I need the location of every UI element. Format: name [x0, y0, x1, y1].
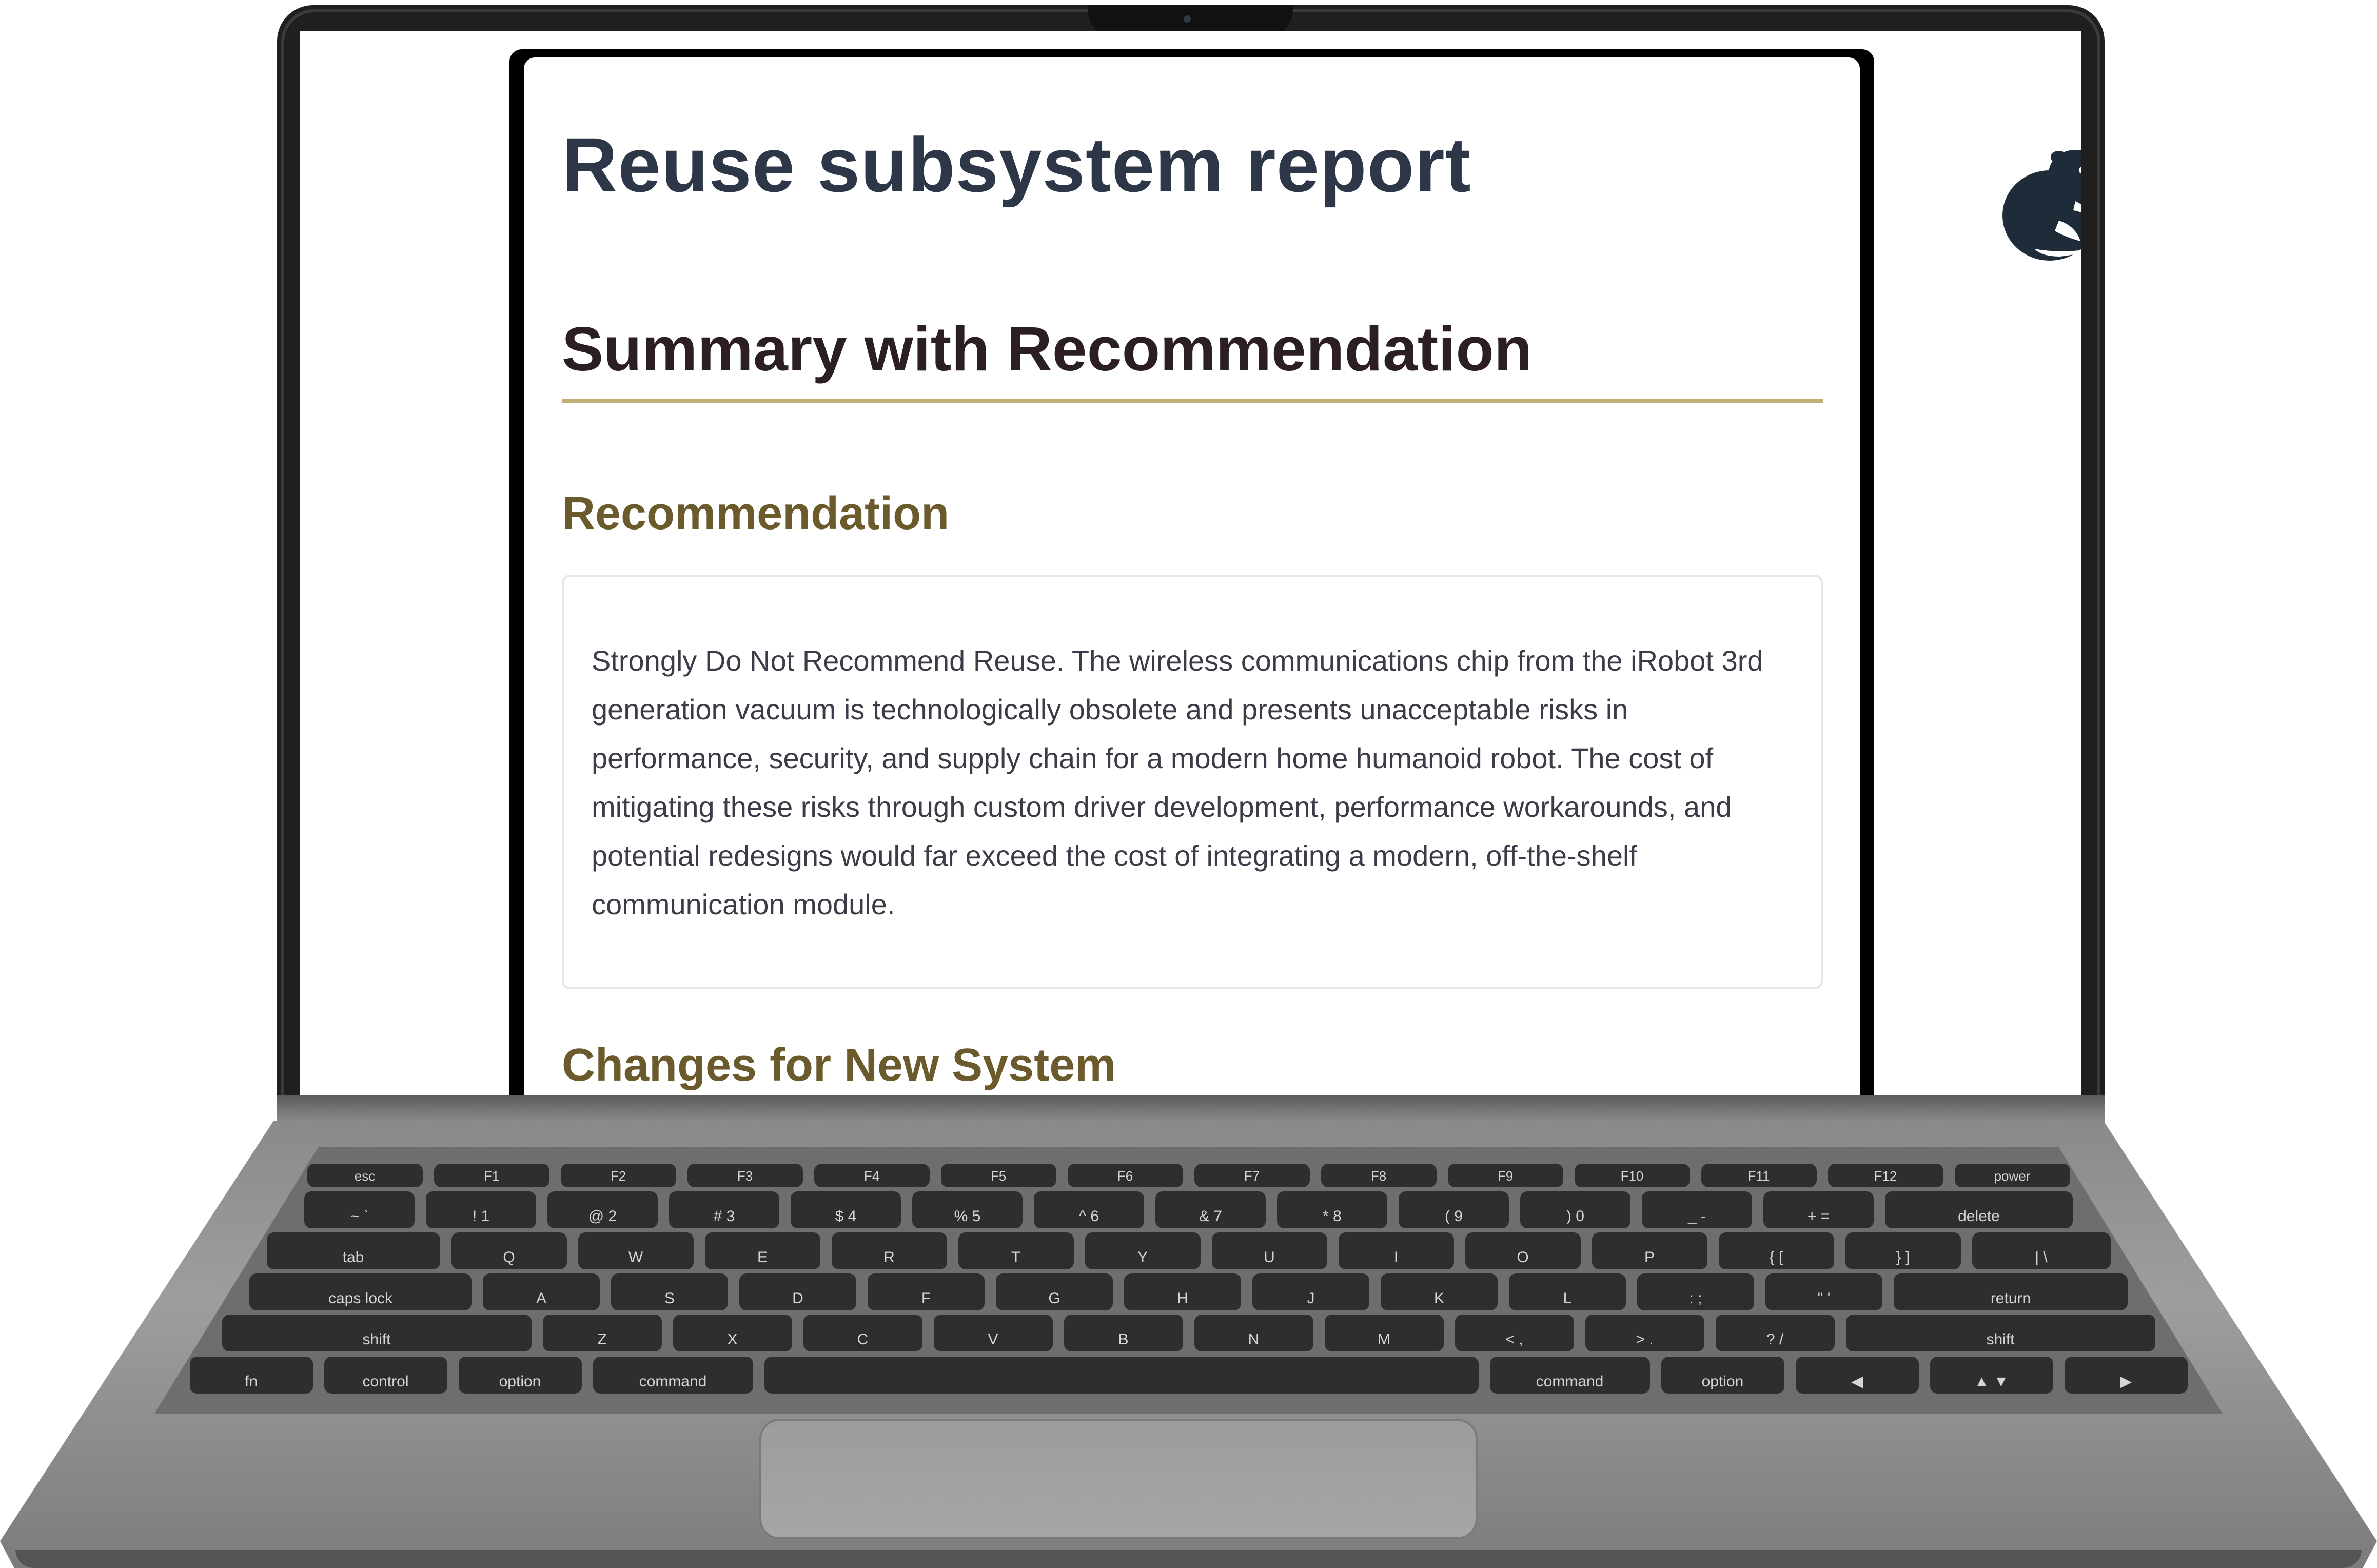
key-option[interactable]: option [1661, 1357, 1784, 1394]
beaver-logo-icon [1998, 144, 2081, 262]
key-f4[interactable]: F4 [814, 1164, 930, 1187]
key-f10[interactable]: F10 [1575, 1164, 1690, 1187]
key-0[interactable]: ) 0 [1520, 1191, 1630, 1228]
key-delete[interactable]: delete [1885, 1191, 2073, 1228]
key-t[interactable]: T [958, 1232, 1074, 1269]
keyboard-row: fn control option command command option ◀ ▲ ▼ ▶ [0, 1357, 2377, 1394]
key-f[interactable]: F [868, 1273, 985, 1310]
section-divider [562, 399, 1823, 403]
trackpad[interactable] [759, 1419, 1478, 1539]
key-3[interactable]: # 3 [669, 1191, 779, 1228]
page-title: Reuse subsystem report [562, 121, 1471, 209]
key-b[interactable]: B [1064, 1315, 1183, 1351]
key-8[interactable]: * 8 [1277, 1191, 1387, 1228]
keyboard-row: ~ ` ! 1 @ 2 # 3 $ 4 % 5 ^ 6 & 7 * 8 ( 9 ) 0 _ - + = d… [0, 1191, 2377, 1228]
key-u[interactable]: U [1212, 1232, 1327, 1269]
key-symbol[interactable]: > . [1585, 1315, 1704, 1351]
keyboard-row: tab Q W E R T Y U I O P { [ } ] | \ [0, 1232, 2377, 1269]
key-i[interactable]: I [1339, 1232, 1454, 1269]
key-symbol[interactable]: } ] [1845, 1232, 1961, 1269]
key-o[interactable]: O [1465, 1232, 1581, 1269]
base-edge [15, 1550, 2362, 1568]
key-symbol[interactable]: + = [1763, 1191, 1874, 1228]
key-symbol[interactable]: ▶ [2065, 1357, 2188, 1394]
key-symbol[interactable]: { [ [1719, 1232, 1834, 1269]
key-space[interactable] [764, 1357, 1479, 1394]
key-f9[interactable]: F9 [1448, 1164, 1563, 1187]
laptop-screen: Reuse subsystem report Summary with Reco… [300, 31, 2081, 1098]
key-y[interactable]: Y [1085, 1232, 1201, 1269]
key-c[interactable]: C [803, 1315, 922, 1351]
key-p[interactable]: P [1592, 1232, 1707, 1269]
key-m[interactable]: M [1325, 1315, 1444, 1351]
key-5[interactable]: % 5 [912, 1191, 1023, 1228]
key-d[interactable]: D [739, 1273, 856, 1310]
recommendation-text: Strongly Do Not Recommend Reuse. The wir… [592, 636, 1802, 929]
key-z[interactable]: Z [543, 1315, 662, 1351]
changes-heading: Changes for New System [562, 1039, 1116, 1092]
key-power[interactable]: power [1955, 1164, 2070, 1187]
key-q[interactable]: Q [451, 1232, 567, 1269]
key-symbol[interactable]: " ' [1765, 1273, 1882, 1310]
key-h[interactable]: H [1124, 1273, 1241, 1310]
key-shift[interactable]: shift [1846, 1315, 2155, 1351]
key-f6[interactable]: F6 [1068, 1164, 1183, 1187]
key-x[interactable]: X [673, 1315, 792, 1351]
laptop-hinge [277, 1095, 2105, 1124]
key-symbol[interactable]: ? / [1716, 1315, 1835, 1351]
key-symbol[interactable]: _ - [1642, 1191, 1752, 1228]
recommendation-heading: Recommendation [562, 487, 949, 540]
key-symbol[interactable]: ~ ` [304, 1191, 415, 1228]
key-symbol[interactable]: | \ [1972, 1232, 2111, 1269]
key-k[interactable]: K [1381, 1273, 1498, 1310]
key-l[interactable]: L [1509, 1273, 1626, 1310]
key-a[interactable]: A [483, 1273, 600, 1310]
key-4[interactable]: $ 4 [791, 1191, 901, 1228]
key-f11[interactable]: F11 [1701, 1164, 1817, 1187]
key-option[interactable]: option [459, 1357, 582, 1394]
key-symbol[interactable]: ▲ ▼ [1930, 1357, 2053, 1394]
key-1[interactable]: ! 1 [426, 1191, 536, 1228]
key-caps-lock[interactable]: caps lock [249, 1273, 472, 1310]
key-f8[interactable]: F8 [1321, 1164, 1437, 1187]
key-w[interactable]: W [578, 1232, 694, 1269]
key-f12[interactable]: F12 [1828, 1164, 1943, 1187]
key-2[interactable]: @ 2 [547, 1191, 658, 1228]
key-f1[interactable]: F1 [434, 1164, 549, 1187]
key-e[interactable]: E [705, 1232, 820, 1269]
key-esc[interactable]: esc [307, 1164, 423, 1187]
key-tab[interactable]: tab [267, 1232, 440, 1269]
key-f2[interactable]: F2 [561, 1164, 676, 1187]
key-s[interactable]: S [611, 1273, 728, 1310]
key-symbol[interactable]: ◀ [1796, 1357, 1919, 1394]
keyboard-row: caps lock A S D F G H J K L : ; " ' return [0, 1273, 2377, 1310]
key-g[interactable]: G [996, 1273, 1113, 1310]
key-j[interactable]: J [1252, 1273, 1369, 1310]
key-symbol[interactable]: < , [1455, 1315, 1574, 1351]
key-7[interactable]: & 7 [1155, 1191, 1266, 1228]
key-6[interactable]: ^ 6 [1034, 1191, 1144, 1228]
key-shift[interactable]: shift [222, 1315, 532, 1351]
key-fn[interactable]: fn [190, 1357, 313, 1394]
webcam-icon [1184, 15, 1191, 23]
key-9[interactable]: ( 9 [1399, 1191, 1509, 1228]
key-v[interactable]: V [934, 1315, 1053, 1351]
key-f5[interactable]: F5 [941, 1164, 1056, 1187]
keyboard-row: shift Z X C V B N M < , > . ? / shift [0, 1315, 2377, 1351]
keyboard-row: esc F1 F2 F3 F4 F5 F6 F7 F8 F9 F10 F11 F12 power [0, 1164, 2377, 1187]
key-f7[interactable]: F7 [1194, 1164, 1310, 1187]
key-command[interactable]: command [593, 1357, 753, 1394]
key-command[interactable]: command [1490, 1357, 1650, 1394]
section-heading: Summary with Recommendation [562, 313, 1532, 385]
key-control[interactable]: control [324, 1357, 447, 1394]
key-n[interactable]: N [1194, 1315, 1313, 1351]
key-symbol[interactable]: : ; [1637, 1273, 1754, 1310]
key-f3[interactable]: F3 [687, 1164, 803, 1187]
key-return[interactable]: return [1894, 1273, 2128, 1310]
key-r[interactable]: R [832, 1232, 947, 1269]
